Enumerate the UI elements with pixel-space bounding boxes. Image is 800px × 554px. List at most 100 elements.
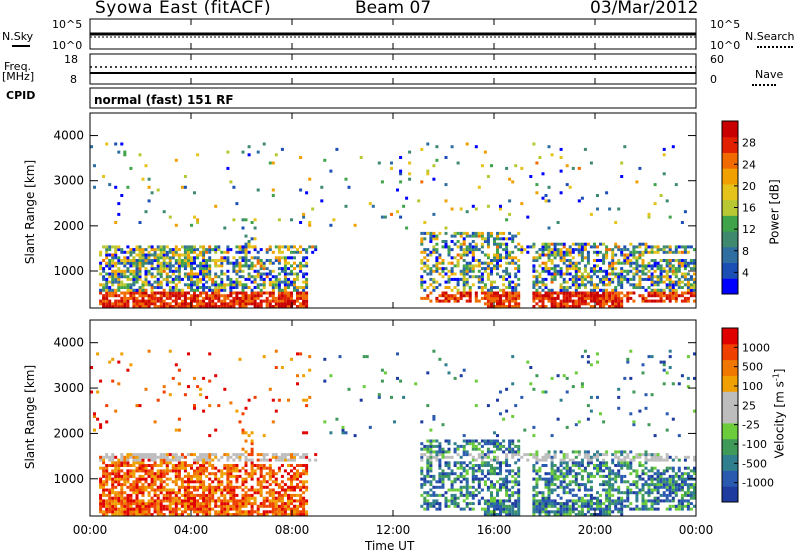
heatmap-cell <box>502 450 506 454</box>
heatmap-cell <box>468 485 472 489</box>
heatmap-cell <box>438 253 442 257</box>
heatmap-cell <box>217 513 221 516</box>
heatmap-cell <box>344 204 348 208</box>
heatmap-cell <box>547 453 551 457</box>
nsearch-label: N.Search <box>745 30 795 43</box>
heatmap-cell <box>123 461 127 465</box>
heatmap-cell <box>187 499 190 503</box>
heatmap-cell <box>580 504 584 508</box>
heatmap-cell <box>686 299 690 303</box>
heatmap-cell <box>268 272 272 276</box>
heatmap-cell <box>493 483 496 487</box>
heatmap-cell <box>532 283 536 287</box>
heatmap-cell <box>426 458 430 462</box>
heatmap-cell <box>505 493 509 497</box>
heatmap-cell <box>280 453 284 457</box>
heatmap-cell <box>638 245 642 249</box>
heatmap-cell <box>441 450 445 454</box>
heatmap-cell <box>623 480 627 484</box>
heatmap-cell <box>271 296 275 300</box>
heatmap-cell <box>211 248 215 252</box>
heatmap-cell <box>611 261 615 265</box>
heatmap-cell <box>611 256 615 260</box>
heatmap-cell <box>605 296 609 300</box>
heatmap-cell <box>693 283 696 287</box>
heatmap-cell <box>135 455 139 459</box>
heatmap-cell <box>490 491 493 495</box>
heatmap-cell <box>217 504 221 508</box>
heatmap-cell <box>556 477 560 481</box>
heatmap-cell <box>471 245 475 249</box>
heatmap-cell <box>208 302 212 306</box>
heatmap-cell <box>165 504 169 508</box>
heatmap-cell <box>162 469 166 473</box>
heatmap-cell <box>265 472 269 476</box>
heatmap-cell <box>159 472 163 476</box>
heatmap-cell <box>217 294 221 298</box>
heatmap-cell <box>277 493 281 497</box>
heatmap-cell <box>408 177 412 181</box>
heatmap-cell <box>235 477 239 481</box>
heatmap-cell <box>553 510 557 514</box>
heatmap-cell <box>559 272 563 276</box>
heatmap-cell <box>647 294 651 298</box>
heatmap-cell <box>223 305 227 308</box>
heatmap-cell <box>105 261 109 265</box>
heatmap-cell <box>265 499 269 503</box>
heatmap-cell <box>571 166 575 170</box>
heatmap-cell <box>214 472 218 476</box>
heatmap-cell <box>202 480 206 484</box>
heatmap-cell <box>532 453 536 457</box>
heatmap-cell <box>626 480 630 484</box>
heatmap-cell <box>532 496 536 500</box>
heatmap-cell <box>674 294 678 298</box>
heatmap-cell <box>250 296 254 300</box>
heatmap-cell <box>496 493 499 497</box>
heatmap-cell <box>196 480 200 484</box>
heatmap-cell <box>505 513 509 516</box>
heatmap-cell <box>302 485 306 489</box>
heatmap-cell <box>177 291 181 295</box>
heatmap-cell <box>99 379 103 383</box>
heatmap-cell <box>274 153 278 157</box>
heatmap-cell <box>447 466 451 470</box>
heatmap-cell <box>208 453 212 457</box>
heatmap-cell <box>144 275 148 279</box>
heatmap-cell <box>477 477 481 481</box>
heatmap-cell <box>459 291 463 295</box>
heatmap-cell <box>217 480 221 484</box>
heatmap-cell <box>211 291 215 295</box>
heatmap-cell <box>517 294 521 298</box>
heatmap-cell <box>683 250 687 254</box>
heatmap-cell <box>220 288 224 292</box>
heatmap-cell <box>420 485 424 489</box>
heatmap-cell <box>199 272 203 276</box>
heatmap-cell <box>496 296 499 300</box>
heatmap-cell <box>108 510 112 514</box>
heatmap-cell <box>129 504 133 508</box>
heatmap-cell <box>541 253 545 257</box>
heatmap-cell <box>432 491 436 495</box>
heatmap-cell <box>159 502 163 506</box>
heatmap-cell <box>120 477 124 481</box>
heatmap-cell <box>120 496 124 500</box>
heatmap-cell <box>335 417 339 421</box>
heatmap-cell <box>153 280 157 284</box>
heatmap-cell <box>502 507 506 511</box>
heatmap-cell <box>565 164 569 168</box>
heatmap-cell <box>547 185 551 189</box>
heatmap-cell <box>129 248 133 252</box>
heatmap-cell <box>168 286 172 289</box>
heatmap-cell <box>199 245 203 249</box>
heatmap-cell <box>596 269 599 273</box>
heatmap-cell <box>526 453 530 457</box>
heatmap-cell <box>202 253 206 257</box>
heatmap-cell <box>517 458 521 462</box>
heatmap-cell <box>247 398 251 402</box>
heatmap-cell <box>287 261 290 265</box>
heatmap-cell <box>138 294 142 298</box>
heatmap-cell <box>686 296 690 300</box>
heatmap-cell <box>377 393 381 397</box>
heatmap-cell <box>202 496 206 500</box>
heatmap-cell <box>271 453 275 457</box>
